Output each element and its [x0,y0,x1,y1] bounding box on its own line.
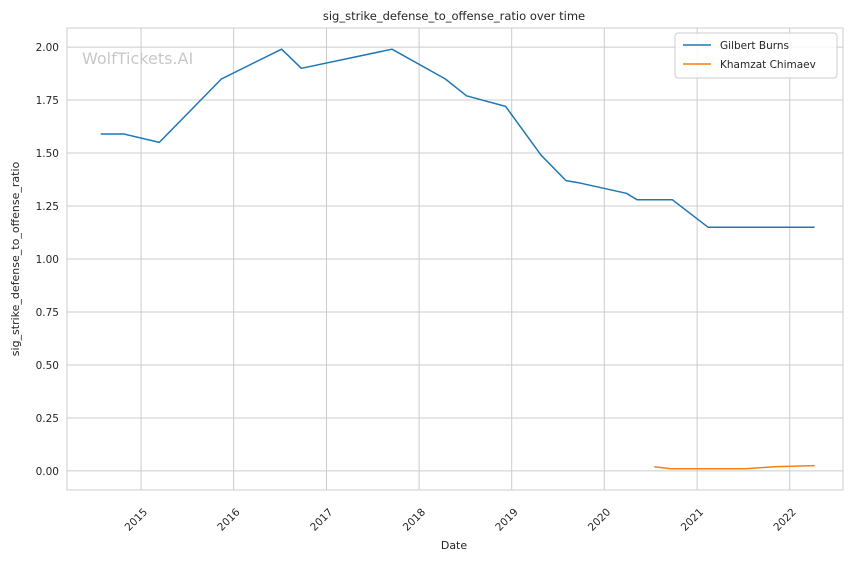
x-axis-label: Date [441,539,468,552]
y-tick-label: 1.00 [36,254,59,266]
series-line-0 [100,48,815,228]
plot-frame [66,27,844,491]
x-tick-label: 2021 [679,506,706,533]
y-tick-label: 0.50 [36,360,59,372]
x-tick-label: 2017 [308,506,335,533]
x-tick-label: 2015 [123,506,150,533]
legend: Gilbert Burns Khamzat Chimaev [674,32,838,79]
y-tick-label: 0.00 [36,466,59,478]
y-tick-label: 1.25 [36,201,59,213]
x-tick-label: 2018 [401,506,428,533]
y-tick-label: 1.75 [36,95,59,107]
y-tick-label: 0.75 [36,307,59,319]
y-tick-label: 2.00 [36,42,59,54]
watermark: WolfTickets.AI [82,49,193,68]
x-tick-label: 2019 [493,506,520,533]
y-tick-label: 0.25 [36,413,59,425]
chart-title: sig_strike_defense_to_offense_ratio over… [323,9,585,23]
x-tick-label: 2016 [215,506,243,534]
legend-box [674,32,838,79]
x-tick-label: 2022 [771,506,798,533]
series-line-1 [654,464,815,470]
y-tick-labels: 0.00 0.25 0.50 0.75 1.00 1.25 1.50 1.75 2.00 [36,42,59,478]
x-tick-labels: 2015 2016 2017 2018 2019 2020 2021 2022 [123,506,799,534]
series-lines [100,48,815,470]
x-tick-label: 2020 [586,506,613,533]
y-tick-label: 1.50 [36,148,59,160]
y-axis-label: sig_strike_defense_to_offense_ratio [9,162,22,357]
grid [67,28,843,490]
legend-label: Khamzat Chimaev [720,59,816,71]
legend-label: Gilbert Burns [720,40,789,52]
